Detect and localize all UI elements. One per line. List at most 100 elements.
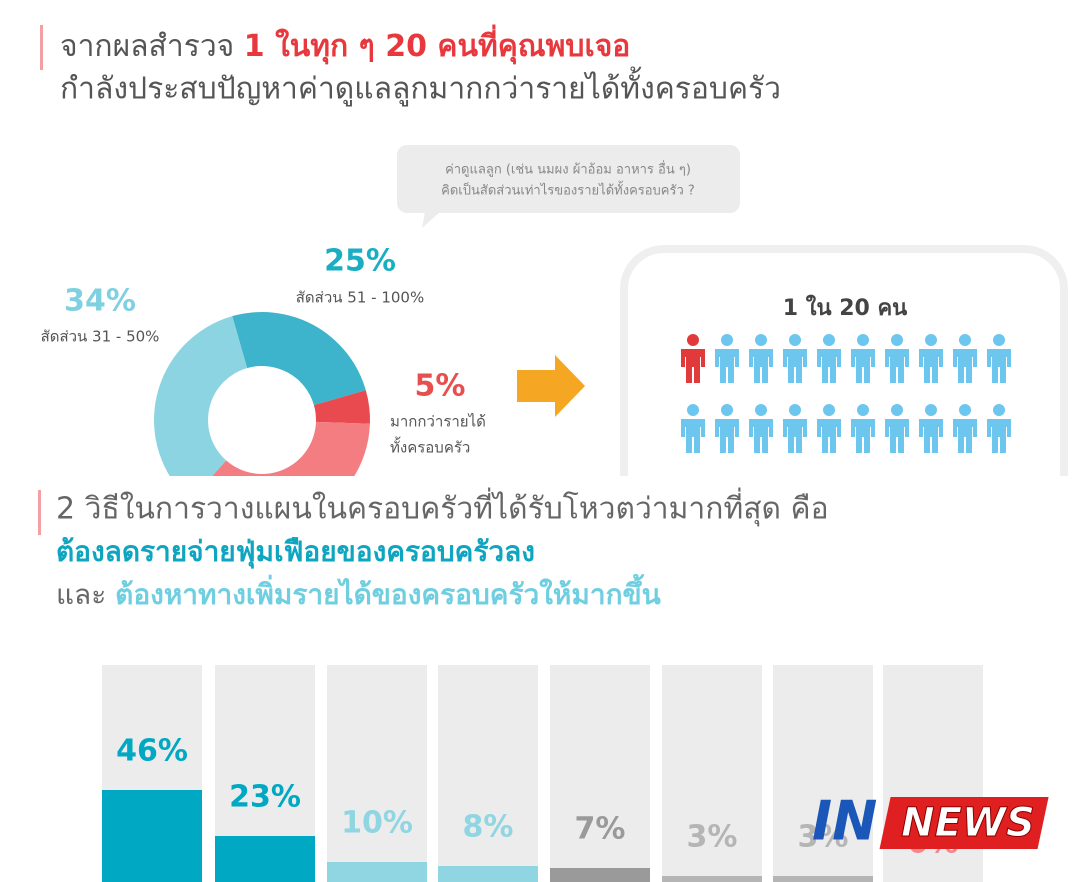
person-body [919,349,943,383]
bar [327,862,427,882]
person-icon [749,404,773,453]
person-head [721,404,733,416]
bar-background [662,665,762,882]
section2-lead: และ [56,578,115,611]
person-head [891,334,903,346]
person-body [681,349,705,383]
bar-value-label: 3% [798,820,849,855]
person-head [959,334,971,346]
bar [215,836,315,882]
header-line2: กำลังประสบปัญหาค่าดูแลลูกมากกว่ารายได้ทั… [60,67,781,107]
person-body [885,419,909,453]
person-head [925,334,937,346]
person-head [823,334,835,346]
person-head [857,334,869,346]
person-icon [919,334,943,383]
bar [662,876,762,882]
donut-description: มากกว่ารายได้ [390,413,486,431]
bar-background [438,665,538,882]
bar-background [773,665,873,882]
donut-value-label: 34% [64,284,136,319]
people-title: 1 ใน 20 คน [783,294,907,321]
donut-description: สัดส่วน 51 - 100% [296,289,424,307]
person-icon [919,404,943,453]
person-icon [681,404,705,453]
person-body [919,419,943,453]
bar-value-label: 23% [229,780,301,815]
person-head [993,404,1005,416]
person-head [891,404,903,416]
donut-value-label: 25% [324,244,396,279]
section2-line3: และ ต้องหาทางเพิ่มรายได้ของครอบครัวให้มา… [56,573,661,611]
person-body [987,419,1011,453]
header-lead: จากผลสำรวจ [60,29,244,64]
section2-highlight: ต้องหาทางเพิ่มรายได้ของครอบครัวให้มากขึ้… [115,573,661,611]
person-body [987,349,1011,383]
person-body [817,419,841,453]
donut-segment [313,390,370,424]
person-icon [783,404,807,453]
person-head [789,404,801,416]
person-icon [953,334,977,383]
people-icons [681,334,1011,453]
donut-segment [153,316,248,501]
section2-line2: ต้องลดรายจ่ายฟุ่มเฟือยของครอบครัวลง [56,535,535,569]
arrow [517,355,585,417]
person-head [959,404,971,416]
bar-value-label: 46% [116,734,188,769]
bar [550,868,650,882]
bar [438,866,538,882]
accent-line [38,490,41,535]
person-body [953,419,977,453]
accent-line [40,25,43,70]
person-body [681,419,705,453]
header-line1: จากผลสำรวจ 1 ในทุก ๆ 20 คนที่คุณพบเจอ [60,24,630,65]
person-icon [715,404,739,453]
person-head [687,334,699,346]
question-line: คิดเป็นสัดส่วนเท่าไรของรายได้ทั้งครอบครั… [441,181,695,199]
person-icon [851,334,875,383]
person-icon [817,334,841,383]
bar-value-label: 7% [575,812,626,847]
person-icon [987,334,1011,383]
person-head [993,334,1005,346]
person-body [851,419,875,453]
person-icon [783,334,807,383]
person-body [851,349,875,383]
donut-chart: 25% สัดส่วน 51 - 100% 5% มากกว่ารายได้ทั้งค… [41,244,486,528]
person-icon [715,334,739,383]
logo: IN NEWS [812,790,1049,853]
person-icon [749,334,773,383]
person-head [823,404,835,416]
bar-value-label: 3% [687,820,738,855]
bar [773,876,873,882]
bar-value-label: 10% [341,806,413,841]
donut-value-label: 5% [415,369,466,404]
donut-description: ทั้งครอบครัว [390,437,470,457]
bar-background [327,665,427,882]
bar-chart: 46%23%10%8%7%3%3%0% [102,665,983,882]
bar [102,790,202,882]
person-body [715,349,739,383]
person-head [755,334,767,346]
bar-background [550,665,650,882]
person-body [715,419,739,453]
person-icon [987,404,1011,453]
person-body [749,419,773,453]
person-head [857,404,869,416]
person-icon [817,404,841,453]
person-icon [885,404,909,453]
person-icon [885,334,909,383]
person-body [783,419,807,453]
logo-in: IN [812,790,877,853]
person-body [817,349,841,383]
person-body [783,349,807,383]
logo-news: NEWS [901,800,1035,846]
bubble-tail [422,212,440,228]
donut-description: สัดส่วน 31 - 50% [41,328,160,346]
header-highlight: 1 ในทุก ๆ 20 คนที่คุณพบเจอ [244,24,631,65]
person-head [687,404,699,416]
speech-bubble [397,145,740,213]
